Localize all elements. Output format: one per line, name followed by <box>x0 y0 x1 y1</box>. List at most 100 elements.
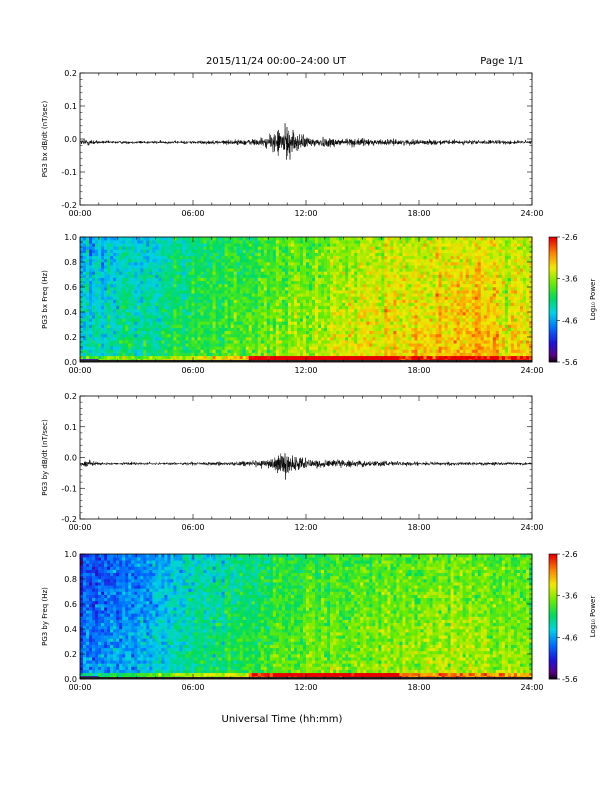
spectrogram-cell <box>185 312 189 316</box>
spectrogram-cell <box>197 249 201 253</box>
spectrogram-cell <box>248 274 253 278</box>
spectrogram-cell <box>375 249 379 253</box>
spectrogram-cell <box>384 349 388 353</box>
spectrogram-cell <box>381 262 385 266</box>
spectrogram-cell <box>435 262 439 266</box>
spectrogram-cell <box>381 258 385 263</box>
spectrogram-cell <box>83 324 87 328</box>
spectrogram-cell <box>281 327 286 332</box>
spectrogram-cell <box>318 302 322 307</box>
spectrogram-cell <box>131 243 135 247</box>
spectrogram-cell <box>336 265 340 269</box>
spectrogram-cell <box>95 274 99 278</box>
spectrogram-cell <box>441 280 445 285</box>
spectrogram-cell <box>254 302 259 307</box>
spectrogram-cell <box>134 308 138 313</box>
spectrogram-cell <box>284 280 289 285</box>
spectrogram-cell <box>233 346 237 350</box>
spectrogram-cell <box>411 346 415 350</box>
spectrogram-cell <box>164 265 168 269</box>
spectrogram-cell <box>80 283 84 288</box>
spectrogram-cell <box>152 274 156 278</box>
spectrogram-cell <box>299 340 304 344</box>
spectrogram-cell <box>254 243 259 247</box>
spectrogram-cell <box>278 274 283 278</box>
spectrogram-cell <box>212 327 216 332</box>
spectrogram-cell <box>360 258 364 263</box>
spectrogram-cell <box>110 262 114 266</box>
spectrogram-cell <box>107 293 111 297</box>
spectrogram-cell <box>290 305 295 310</box>
spectrogram-cell <box>354 349 358 353</box>
spectrogram-cell <box>251 283 256 288</box>
spectrogram-cell <box>278 324 283 328</box>
spectrogram-cell <box>363 318 367 322</box>
spectrogram-cell <box>333 277 337 282</box>
spectrogram-cell <box>366 318 370 322</box>
spectrogram-cell <box>104 327 108 332</box>
spectrogram-cell <box>188 324 192 328</box>
spectrogram-cell <box>360 265 364 269</box>
spectrogram-cell <box>149 349 153 353</box>
spectrogram-cell <box>357 268 361 272</box>
spectrogram-cell <box>257 252 262 257</box>
spectrogram-cell <box>98 293 102 297</box>
spectrogram-cell <box>423 237 427 241</box>
spectrogram-cell <box>194 237 198 241</box>
spectrogram-cell <box>182 274 186 278</box>
spectrogram-cell <box>155 271 159 275</box>
spectrogram-cell <box>269 237 274 241</box>
spectrogram-cell <box>315 258 319 263</box>
spectrogram-cell <box>357 296 361 300</box>
spectrogram-cell <box>161 271 165 275</box>
spectrogram-cell <box>239 290 244 294</box>
spectrogram-cell <box>287 290 292 294</box>
spectrogram-cell <box>396 327 400 332</box>
spectrogram-cell <box>113 318 117 322</box>
spectrogram-cell <box>423 243 427 247</box>
spectrogram-cell <box>384 352 388 357</box>
spectrogram-cell <box>101 296 105 300</box>
spectrogram-cell <box>260 352 265 357</box>
spectrogram-cell <box>357 271 361 275</box>
spectrogram-cell <box>315 296 319 300</box>
spectrogram-cell <box>110 305 114 310</box>
spectrogram-cell <box>393 349 397 353</box>
spectrogram-cell <box>119 355 123 360</box>
spectrogram-cell <box>146 315 150 319</box>
spectrogram-cell <box>179 308 183 313</box>
spectrogram-cell <box>299 315 304 319</box>
spectrogram-cell <box>125 318 129 322</box>
spectrogram-cell <box>432 243 436 247</box>
spectrogram-cell <box>390 315 394 319</box>
spectrogram-cell <box>366 240 370 244</box>
spectrogram-cell <box>260 274 265 278</box>
spectrogram-cell <box>339 249 343 253</box>
spectrogram-cell <box>408 237 412 241</box>
spectrogram-cell <box>381 283 385 288</box>
spectrogram-cell <box>354 271 358 275</box>
spectrogram-cell <box>221 296 225 300</box>
spectrogram-cell <box>423 246 427 250</box>
spectrogram-cell <box>131 249 135 253</box>
spectrogram-cell <box>266 258 271 263</box>
spectrogram-cell <box>263 258 268 263</box>
spectrogram-cell <box>149 302 153 307</box>
spectrogram-cell <box>221 277 225 282</box>
spectrogram-cell <box>206 340 210 344</box>
spectrogram-cell <box>360 312 364 316</box>
spectrogram-cell <box>113 287 117 291</box>
spectrogram-cell <box>167 237 171 241</box>
spectrogram-cell <box>378 305 382 310</box>
spectrogram-cell <box>302 337 307 341</box>
spectrogram-cell <box>396 330 400 335</box>
spectrogram-cell <box>360 330 364 335</box>
spectrogram-cell <box>215 330 219 335</box>
spectrogram-cell <box>363 252 367 257</box>
spectrogram-cell <box>281 293 286 297</box>
spectrogram-cell <box>330 296 334 300</box>
spectrogram-cell <box>182 355 186 360</box>
spectrogram-cell <box>336 293 340 297</box>
spectrogram-cell <box>417 246 421 250</box>
spectrogram-cell <box>321 318 325 322</box>
